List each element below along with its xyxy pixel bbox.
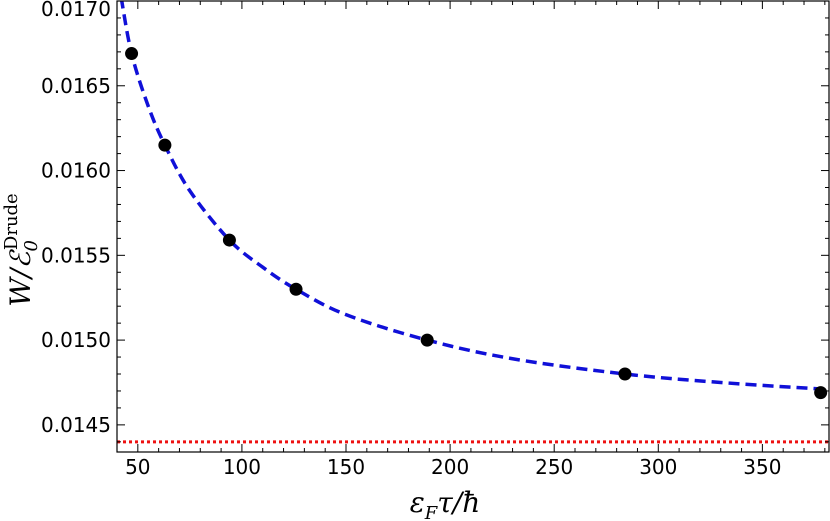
x-tick-label: 50 — [125, 455, 150, 479]
data-point — [289, 282, 303, 296]
x-axis-label: εFτ/ħ — [410, 486, 481, 521]
y-tick-label: 0.0155 — [41, 243, 111, 267]
y-tick-label: 0.0150 — [41, 328, 111, 352]
x-tick-label: 150 — [327, 455, 365, 479]
x-tick-label: 100 — [223, 455, 261, 479]
y-axis-label-subscript: 0 — [21, 240, 42, 251]
y-axis-label: W/ℰ0Drude — [1, 193, 42, 306]
x-tick-label: 200 — [431, 455, 469, 479]
y-axis-label-main: W/ℰ — [4, 249, 37, 307]
data-point — [222, 233, 236, 247]
x-axis-label-rest: τ/ħ — [437, 486, 480, 519]
plot-frame — [116, 0, 830, 453]
data-point — [420, 333, 434, 347]
data-point — [158, 138, 172, 152]
x-tick-label: 300 — [639, 455, 677, 479]
y-tick-label: 0.0165 — [41, 74, 111, 98]
x-axis-label-subscript: F — [424, 503, 439, 521]
data-point — [125, 47, 139, 61]
data-point — [618, 367, 632, 381]
data-point — [814, 386, 828, 400]
y-axis-label-superscript: Drude — [1, 193, 22, 250]
y-tick-label: 0.0145 — [41, 413, 111, 437]
fit-curve — [119, 1, 825, 392]
y-tick-label: 0.0160 — [41, 159, 111, 183]
x-axis-label-main: ε — [410, 486, 425, 519]
x-tick-label: 350 — [743, 455, 781, 479]
y-tick-label: 0.0170 — [41, 0, 111, 21]
x-tick-label: 250 — [535, 455, 573, 479]
